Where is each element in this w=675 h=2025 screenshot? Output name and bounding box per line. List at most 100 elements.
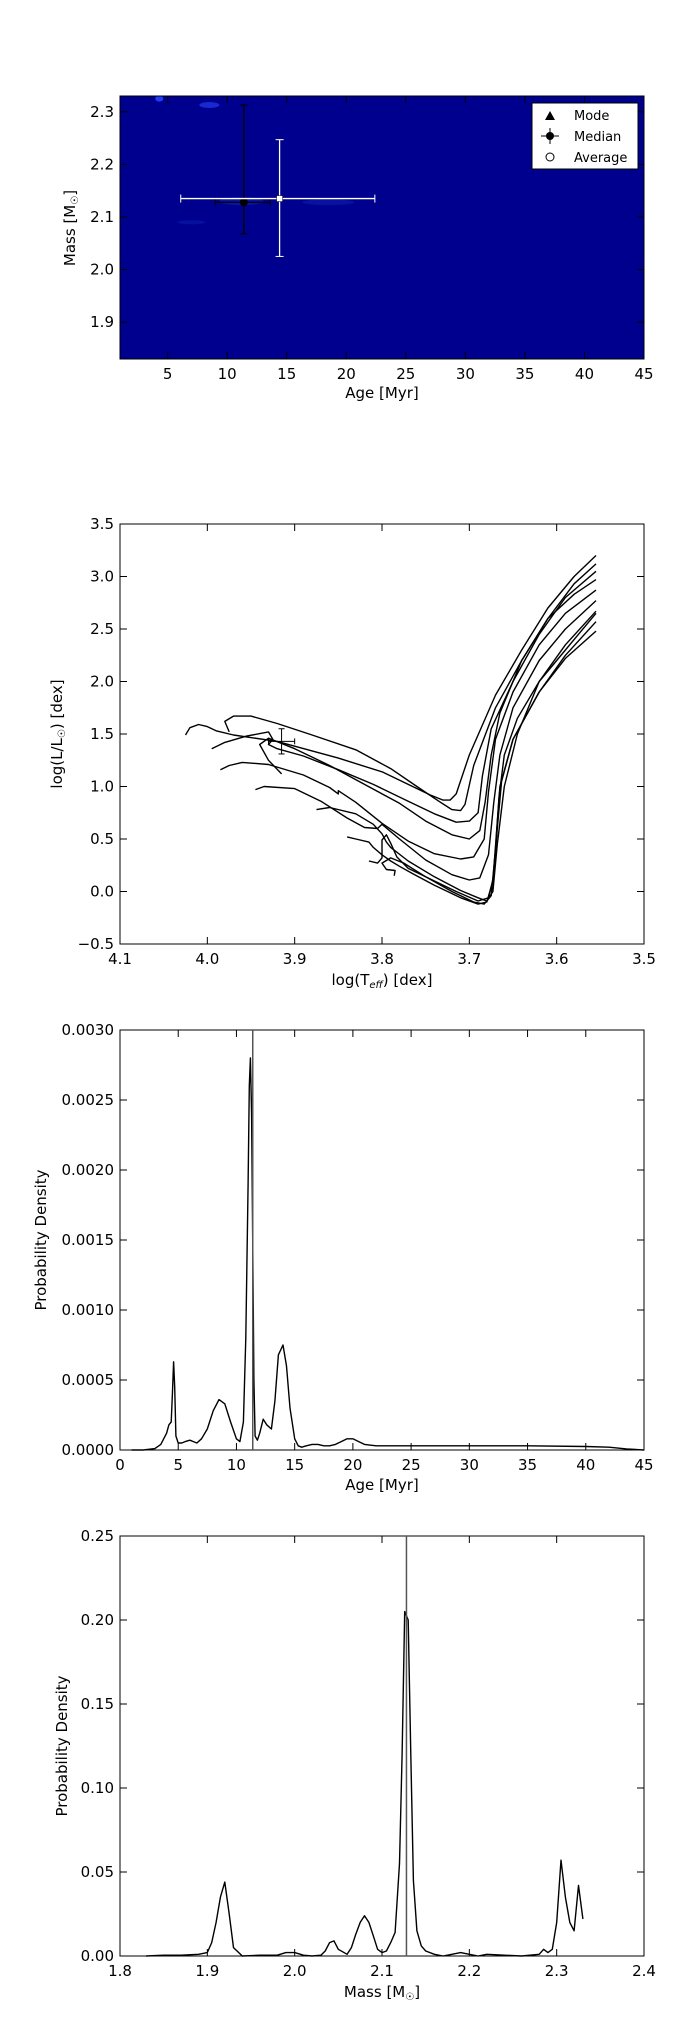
x-tick-label: 45 (634, 365, 653, 383)
x-tick-label: 2.0 (283, 1962, 307, 1980)
x-tick-label: 35 (515, 365, 534, 383)
y-tick-label: 0.25 (81, 1527, 114, 1545)
y-tick-label: 0.0030 (62, 1021, 115, 1039)
density-blob (155, 95, 164, 102)
isochrone-line (255, 600, 597, 881)
y-tick-label: 0.0000 (62, 1441, 115, 1459)
legend-label-median: Median (574, 130, 621, 145)
y-tick-label: 0.0025 (62, 1091, 115, 1109)
x-tick-label: 2.1 (370, 1962, 394, 1980)
y-tick-label: 0.0010 (62, 1301, 115, 1319)
y-tick-label: 3.0 (90, 568, 114, 586)
x-tick-label: 20 (337, 365, 356, 383)
y-tick-label: 2.3 (90, 103, 114, 121)
x-tick-label: 35 (518, 1456, 537, 1474)
y-tick-label: 2.0 (90, 261, 114, 279)
isochrone-line (220, 589, 597, 860)
x-tick-label: 5 (173, 1456, 183, 1474)
average-marker (276, 195, 283, 202)
pdf-line (131, 1057, 645, 1451)
isochrone-line (316, 610, 597, 902)
median-marker (239, 198, 248, 207)
y-tick-label: 1.0 (90, 778, 114, 796)
x-axis-label: Mass [M☉] (344, 1983, 420, 2003)
x-tick-label: 1.9 (195, 1962, 219, 1980)
x-tick-label: 3.9 (283, 950, 307, 968)
x-tick-label: 40 (575, 365, 594, 383)
y-axis-label: Probability Density (53, 1675, 71, 1816)
x-tick-label: 3.5 (632, 950, 656, 968)
legend-label-mode: Mode (574, 109, 609, 124)
x-tick-label: 40 (576, 1456, 595, 1474)
x-axis-label: log(Teff) [dex] (332, 971, 433, 991)
y-tick-label: 2.1 (90, 208, 114, 226)
y-tick-label: 2.0 (90, 673, 114, 691)
x-tick-label: 15 (277, 365, 296, 383)
x-tick-label: 15 (285, 1456, 304, 1474)
density-blob (302, 199, 355, 206)
legend-label-average: Average (574, 151, 627, 166)
x-axis-label: Age [Myr] (345, 1476, 418, 1494)
density-blob (177, 220, 206, 225)
x-tick-label: 0 (115, 1456, 125, 1474)
y-tick-label: 1.9 (90, 313, 114, 331)
y-tick-label: 0.15 (81, 1695, 114, 1713)
y-axis-label: log(L/L☉) [dex] (48, 679, 68, 788)
x-tick-label: 25 (402, 1456, 421, 1474)
y-tick-label: 2.5 (90, 620, 114, 638)
x-tick-label: 2.2 (457, 1962, 481, 1980)
x-tick-label: 2.3 (545, 1962, 569, 1980)
y-tick-label: 3.5 (90, 515, 114, 533)
mass-age-plot: 5 10 15 20 25 30 35 40 45 1.9 2.0 2.1 2.2 2.3 Age [My… (61, 95, 654, 402)
legend-marker-average (545, 152, 555, 162)
age-pdf-plot: 0 5 10 15 20 25 30 35 40 45 0.0000 0.0005 0.0010 0.00… (32, 1021, 654, 1494)
x-tick-label: 5 (163, 365, 173, 383)
legend-marker-mode (545, 111, 555, 120)
legend: Mode Median Average (531, 102, 639, 170)
y-tick-label: −0.5 (78, 935, 114, 953)
plot-frame (119, 1535, 645, 1957)
plot-frame (119, 1029, 645, 1451)
y-axis-label: Mass [M☉] (61, 190, 81, 266)
x-tick-label: 30 (456, 365, 475, 383)
y-tick-label: 0.0005 (62, 1371, 115, 1389)
y-tick-label: 0.5 (90, 830, 114, 848)
y-tick-label: 2.2 (90, 155, 114, 173)
y-tick-label: 1.5 (90, 725, 114, 743)
y-axis-label: Probability Density (32, 1169, 50, 1310)
estimate-markers (180, 104, 376, 257)
isochrone-line (381, 612, 597, 905)
density-blob (199, 101, 220, 108)
y-tick-label: 0.0020 (62, 1161, 115, 1179)
x-tick-label: 20 (343, 1456, 362, 1474)
isochrone-line (184, 554, 597, 801)
x-axis-label: Age [Myr] (345, 384, 418, 402)
x-tick-label: 1.8 (108, 1962, 132, 1980)
y-tick-label: 0.05 (81, 1863, 114, 1881)
x-tick-label: 3.7 (457, 950, 481, 968)
y-tick-label: 0.10 (81, 1779, 114, 1797)
plot-frame (119, 95, 645, 360)
x-tick-label: 45 (634, 1456, 653, 1474)
x-tick-label: 4.0 (195, 950, 219, 968)
x-tick-label: 4.1 (108, 950, 132, 968)
pdf-line (146, 1610, 584, 1957)
x-tick-label: 3.6 (545, 950, 569, 968)
y-tick-label: 0.00 (81, 1947, 114, 1965)
hr-diagram: 4.1 4.0 3.9 3.8 3.7 3.6 3.5 −0.5 0.0 0.5 1.0 1.5 2.0… (48, 515, 656, 991)
y-tick-label: 0.0015 (62, 1231, 115, 1249)
x-tick-label: 3.8 (370, 950, 394, 968)
x-tick-label: 10 (227, 1456, 246, 1474)
y-tick-label: 0.0 (90, 883, 114, 901)
x-tick-label: 10 (218, 365, 237, 383)
isochrone-curves (184, 554, 597, 905)
isochrone-line (368, 630, 597, 902)
x-tick-label: 30 (460, 1456, 479, 1474)
legend-marker-median (541, 128, 559, 144)
y-tick-label: 0.20 (81, 1611, 114, 1629)
x-tick-label: 2.4 (632, 1962, 656, 1980)
age-pdf-curve (131, 1030, 645, 1451)
isochrone-line (259, 579, 597, 840)
mass-pdf-curve (146, 1536, 584, 1957)
